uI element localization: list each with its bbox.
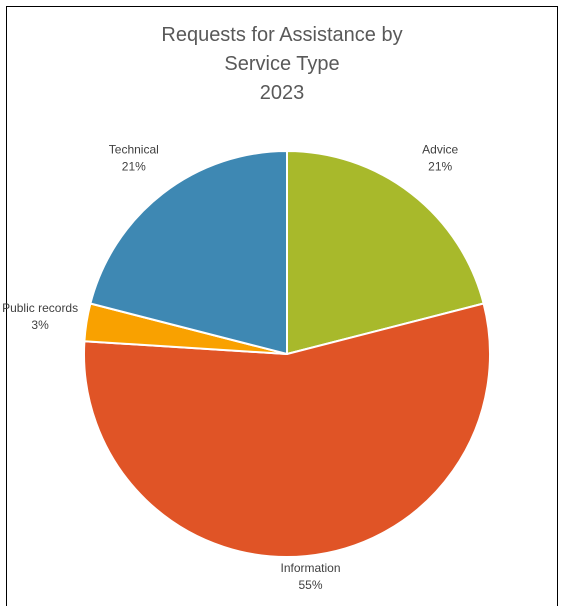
pie-slice-advice [286, 150, 485, 355]
slice-value-label-information: 55% [298, 578, 322, 592]
slice-label-technical: Technical 21% [109, 143, 159, 174]
slice-category-label-technical: Technical [109, 143, 159, 157]
chart-title: Requests for Assistance by Service Type … [7, 21, 557, 108]
slice-value-label-public-records: 3% [31, 318, 49, 332]
slice-category-label-public-records: Public records [2, 301, 78, 315]
slice-value-label-technical: 21% [122, 160, 146, 174]
slice-label-information: Information 55% [280, 561, 340, 592]
pie-slice-information [83, 302, 491, 558]
pie-slice-technical [89, 150, 288, 355]
slice-category-label-information: Information [280, 561, 340, 575]
slice-value-label-advice: 21% [428, 160, 452, 174]
chart-title-line-1: Requests for Assistance by [161, 24, 403, 46]
slice-category-label-advice: Advice [422, 143, 458, 157]
chart-title-line-3: 2023 [259, 82, 305, 104]
slice-label-public-records: Public records 3% [2, 301, 78, 332]
chart-title-line-2: Service Type [224, 53, 340, 75]
slice-label-advice: Advice 21% [422, 143, 458, 174]
